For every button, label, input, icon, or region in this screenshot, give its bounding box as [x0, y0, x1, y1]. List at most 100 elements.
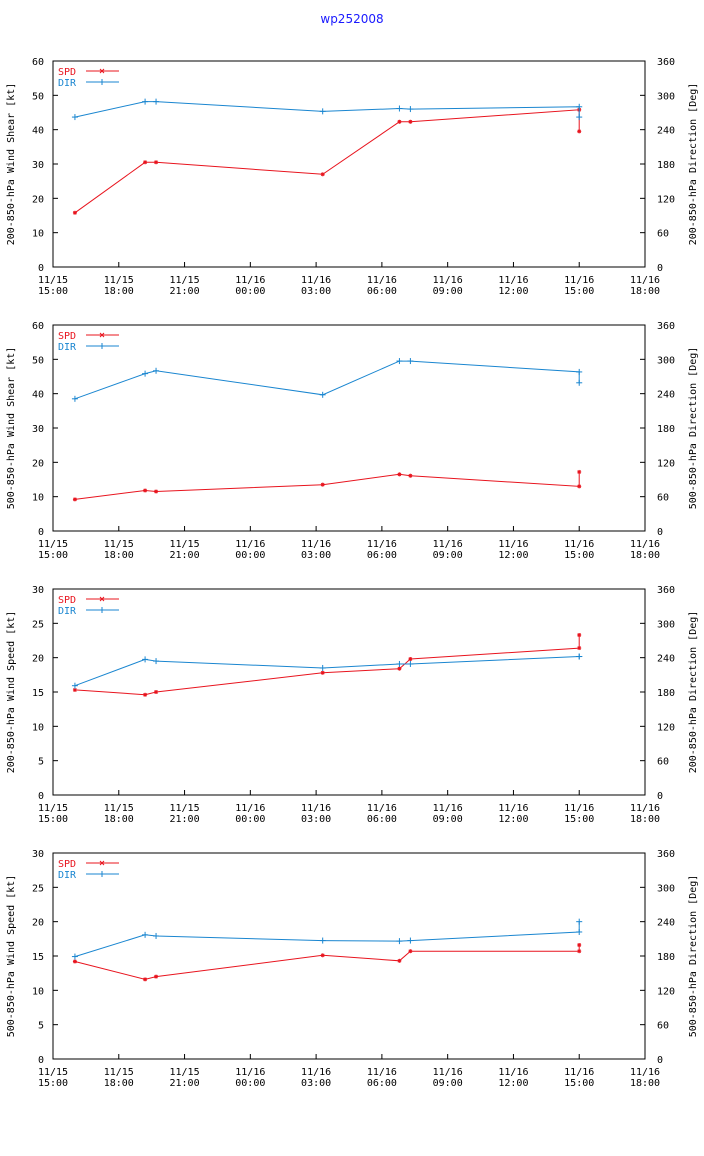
- data-point-spd: [320, 670, 325, 675]
- data-point-dir: [71, 682, 78, 689]
- legend-label-spd: SPD: [58, 595, 76, 606]
- legend-marker-spd: [99, 860, 105, 866]
- y-axis-label: 500-850-hPa Wind Speed [kt]: [6, 875, 17, 1038]
- data-point-spd: [72, 497, 77, 502]
- y-tick-label: 60: [32, 57, 44, 68]
- series-line-dir: [74, 656, 580, 687]
- x-tick-label-date: 11/15: [104, 1067, 134, 1078]
- data-point-spd: [143, 692, 148, 697]
- data-point-dir: [407, 106, 414, 113]
- y-tick-label: 0: [38, 263, 44, 274]
- y-tick-label: 5: [38, 1021, 44, 1032]
- x-tick-label-date: 11/15: [38, 539, 68, 550]
- x-tick-label-time: 12:00: [498, 1078, 528, 1089]
- y-tick-label: 30: [32, 585, 44, 596]
- data-point-dir: [396, 660, 403, 667]
- data-point-spd: [154, 489, 159, 494]
- y2-tick-label: 60: [657, 1021, 669, 1032]
- chart-3-svg: 05101520253006012018024030036011/1515:00…: [6, 585, 699, 825]
- x-tick-label-date: 11/16: [367, 275, 397, 286]
- y-tick-label: 15: [32, 688, 44, 699]
- data-point-dir: [142, 656, 149, 663]
- x-tick-label-date: 11/16: [235, 1067, 265, 1078]
- y-axis-label: 200-850-hPa Wind Shear [kt]: [6, 83, 17, 246]
- data-point-dir: [71, 953, 78, 960]
- x-tick-label-date: 11/15: [104, 275, 134, 286]
- y-tick-label: 5: [38, 757, 44, 768]
- y2-tick-label: 180: [657, 424, 675, 435]
- x-tick-label-time: 18:00: [630, 1078, 660, 1089]
- data-point-spd: [72, 959, 77, 964]
- data-point-spd: [397, 472, 402, 477]
- x-tick-label-date: 11/16: [498, 803, 528, 814]
- y2-tick-label: 360: [657, 321, 675, 332]
- data-point-spd: [408, 119, 413, 124]
- data-point-spd: [408, 473, 413, 478]
- y2-tick-label: 0: [657, 527, 663, 538]
- y2-tick-label: 60: [657, 493, 669, 504]
- data-point-spd: [577, 469, 582, 474]
- x-tick-label-time: 09:00: [433, 1078, 463, 1089]
- x-tick-label-date: 11/15: [170, 803, 200, 814]
- y2-tick-label: 360: [657, 585, 675, 596]
- y2-tick-label: 0: [657, 263, 663, 274]
- y-tick-label: 60: [32, 321, 44, 332]
- x-tick-label-time: 00:00: [235, 550, 265, 561]
- y-axis-label: 200-850-hPa Wind Speed [kt]: [6, 611, 17, 774]
- data-point-spd: [408, 657, 413, 662]
- x-tick-label-time: 18:00: [104, 550, 134, 561]
- data-point-spd: [143, 977, 148, 982]
- y2-tick-label: 300: [657, 883, 675, 894]
- x-tick-label-time: 03:00: [301, 286, 331, 297]
- y2-axis-label: 200-850-hPa Direction [Deg]: [688, 83, 699, 246]
- x-tick-label-date: 11/16: [564, 1067, 594, 1078]
- data-point-dir: [576, 918, 583, 925]
- x-tick-label-time: 00:00: [235, 286, 265, 297]
- y-tick-label: 10: [32, 986, 44, 997]
- y2-tick-label: 300: [657, 91, 675, 102]
- y-tick-label: 30: [32, 849, 44, 860]
- x-tick-label-time: 15:00: [564, 550, 594, 561]
- data-point-spd: [577, 484, 582, 489]
- y-tick-label: 15: [32, 952, 44, 963]
- x-tick-label-time: 15:00: [564, 814, 594, 825]
- y-tick-label: 20: [32, 654, 44, 665]
- y2-tick-label: 360: [657, 849, 675, 860]
- data-point-dir: [396, 938, 403, 945]
- data-point-spd: [154, 974, 159, 979]
- data-point-spd: [320, 953, 325, 958]
- data-point-spd: [320, 172, 325, 177]
- x-tick-label-time: 18:00: [104, 286, 134, 297]
- x-tick-label-date: 11/16: [433, 1067, 463, 1078]
- x-tick-label-time: 00:00: [235, 814, 265, 825]
- x-tick-label-time: 06:00: [367, 1078, 397, 1089]
- series-line-spd: [74, 109, 580, 214]
- y2-tick-label: 120: [657, 194, 675, 205]
- y2-axis-label: 500-850-hPa Direction [Deg]: [688, 875, 699, 1038]
- chart-4-svg: 05101520253006012018024030036011/1515:00…: [6, 849, 699, 1089]
- legend-label-spd: SPD: [58, 859, 76, 870]
- y-tick-label: 30: [32, 424, 44, 435]
- x-tick-label-date: 11/16: [235, 803, 265, 814]
- y2-tick-label: 60: [657, 757, 669, 768]
- y2-tick-label: 120: [657, 722, 675, 733]
- y2-tick-label: 0: [657, 1055, 663, 1066]
- data-point-dir: [142, 98, 149, 105]
- data-point-spd: [397, 119, 402, 124]
- data-point-spd: [577, 943, 582, 948]
- data-point-spd: [320, 482, 325, 487]
- data-point-spd: [577, 949, 582, 954]
- x-tick-label-time: 06:00: [367, 286, 397, 297]
- data-point-spd: [577, 129, 582, 134]
- y2-tick-label: 240: [657, 390, 675, 401]
- data-point-dir: [576, 368, 583, 375]
- x-tick-label-time: 00:00: [235, 1078, 265, 1089]
- legend-label-spd: SPD: [58, 67, 76, 78]
- x-tick-label-time: 06:00: [367, 550, 397, 561]
- chart-panel-4: 0 5 10 15 20 25 30 0 60 120 180 240 300 360 11/15 15:00…: [0, 842, 704, 1106]
- chart-panel-1: 0 10 20 30 40 50 60 0 60 120 180 240 300 360 11/15 15:0…: [0, 50, 704, 314]
- plot-frame: [52, 588, 646, 796]
- data-point-dir: [396, 105, 403, 112]
- data-point-dir: [71, 395, 78, 402]
- x-tick-label-date: 11/15: [38, 1067, 68, 1078]
